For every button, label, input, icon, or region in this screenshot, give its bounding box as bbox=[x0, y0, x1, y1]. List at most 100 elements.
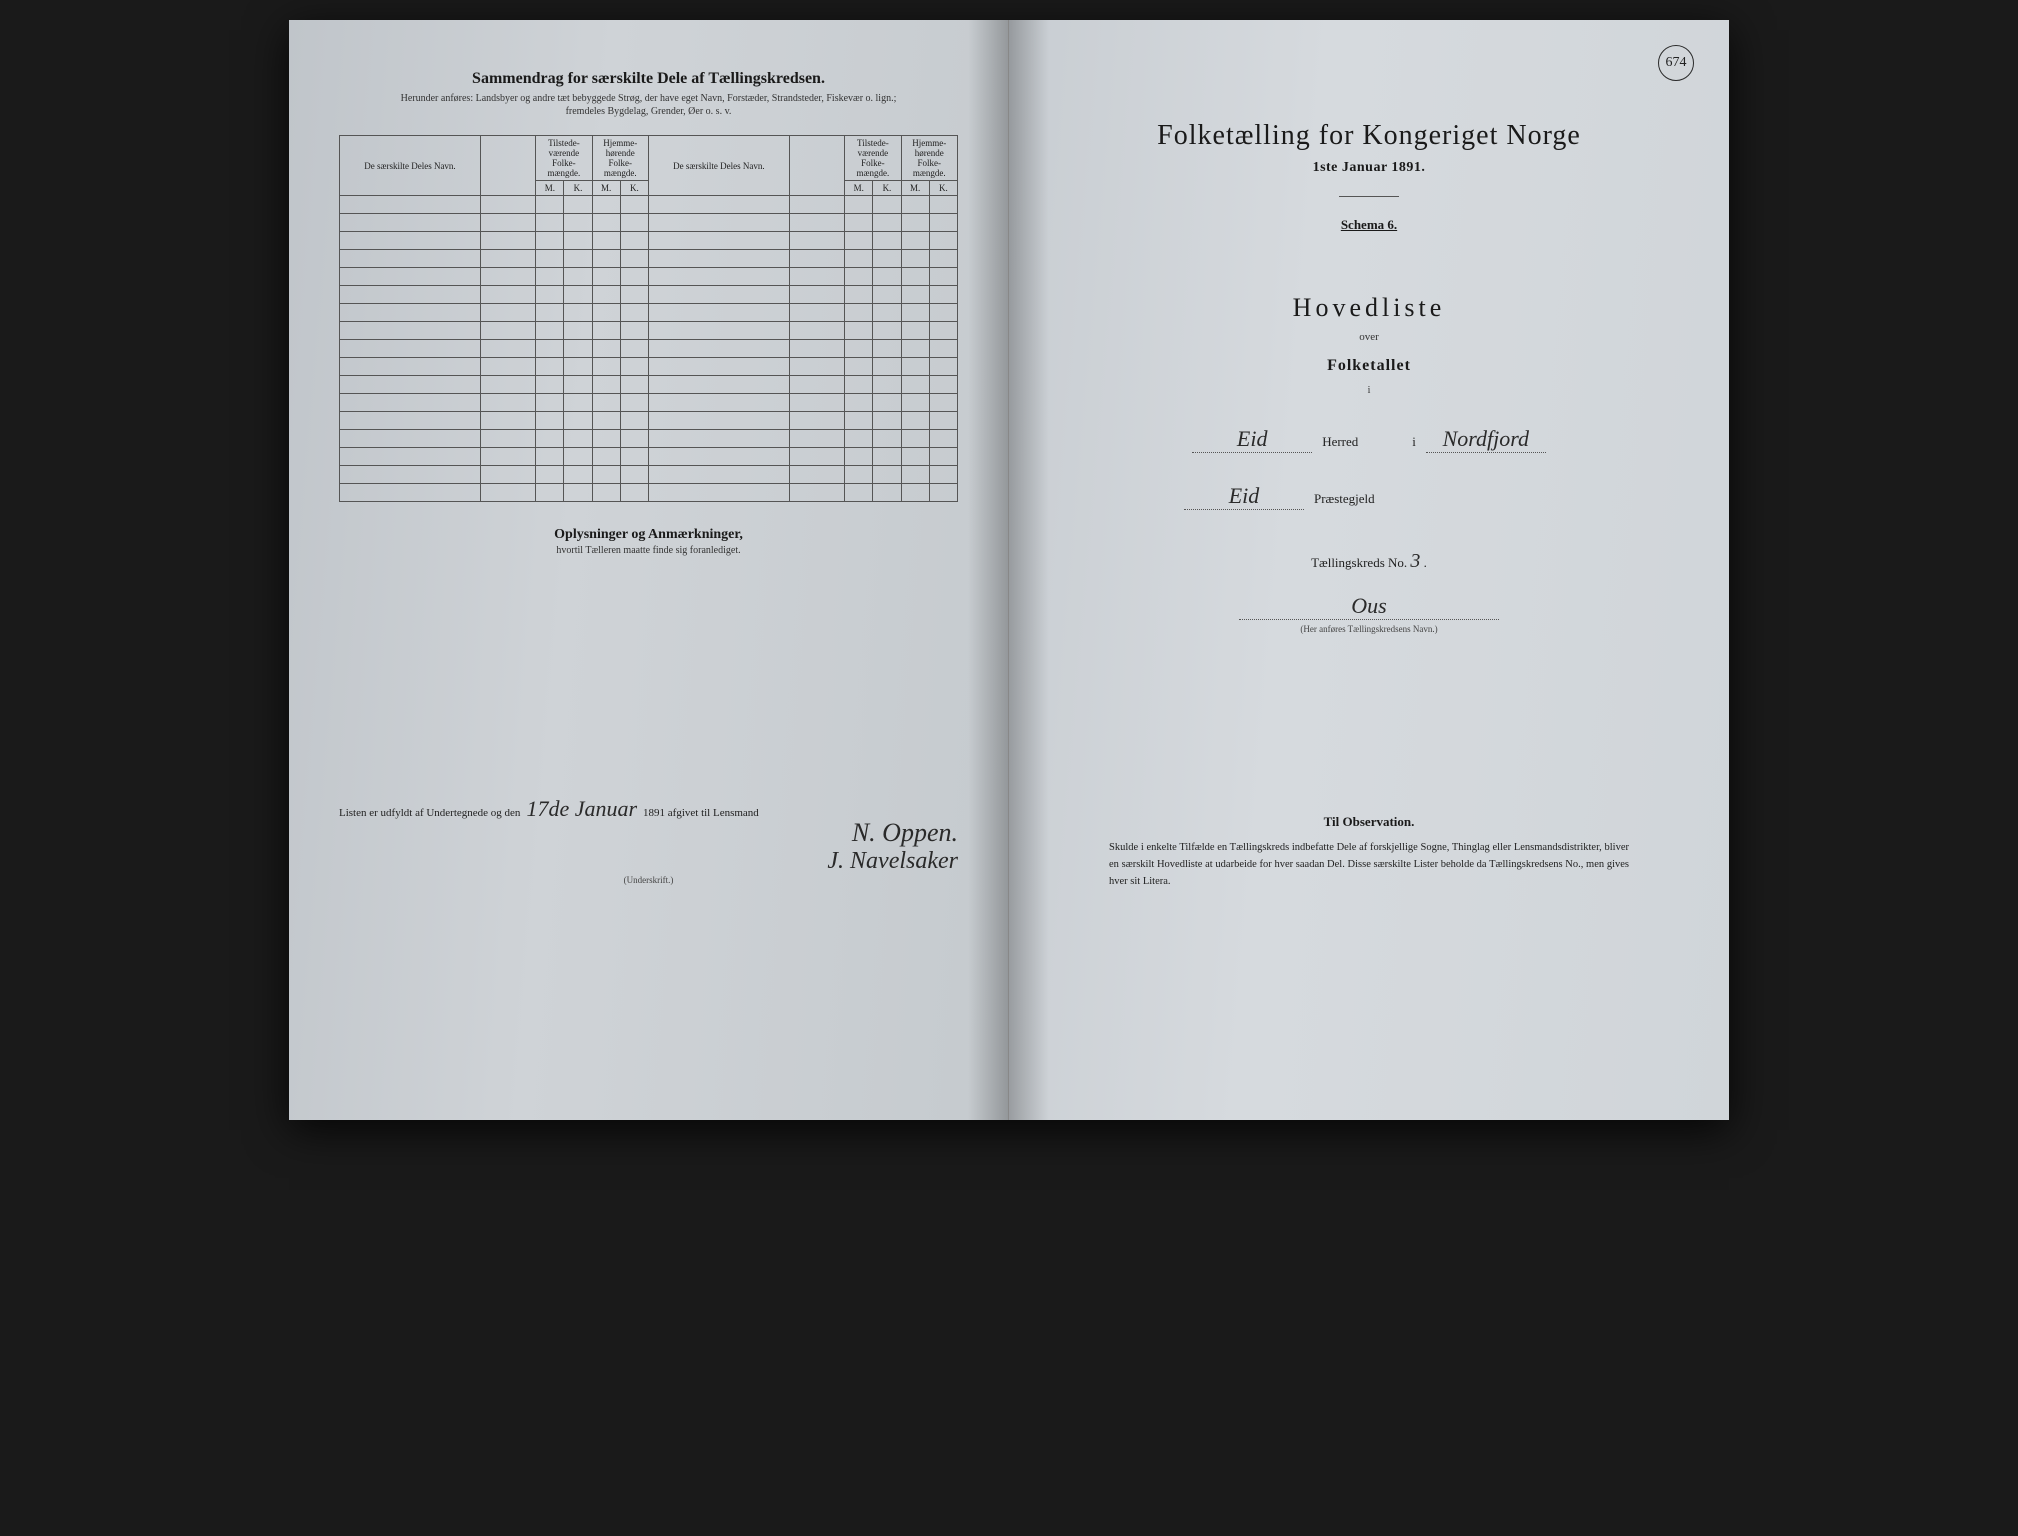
table-cell bbox=[873, 394, 901, 412]
sub-k: K. bbox=[873, 181, 901, 196]
table-cell bbox=[564, 214, 592, 232]
schema-label: Schema 6. bbox=[1099, 217, 1639, 233]
sub-m: M. bbox=[845, 181, 873, 196]
table-cell bbox=[929, 358, 957, 376]
table-cell bbox=[564, 484, 592, 502]
table-cell bbox=[901, 232, 929, 250]
summary-table: De særskilte Deles Navn. Tilstede- væren… bbox=[339, 135, 958, 502]
signature-label: (Underskrift.) bbox=[339, 875, 958, 885]
table-row bbox=[340, 304, 958, 322]
table-cell bbox=[592, 430, 620, 448]
sub-k: K. bbox=[929, 181, 957, 196]
table-cell bbox=[480, 376, 535, 394]
table-cell bbox=[564, 196, 592, 214]
table-cell bbox=[340, 484, 481, 502]
table-cell bbox=[845, 412, 873, 430]
table-cell bbox=[929, 196, 957, 214]
sub-k: K. bbox=[620, 181, 648, 196]
table-cell bbox=[480, 322, 535, 340]
table-cell bbox=[564, 412, 592, 430]
table-cell bbox=[901, 268, 929, 286]
table-row bbox=[340, 448, 958, 466]
table-row bbox=[340, 196, 958, 214]
table-cell bbox=[648, 214, 789, 232]
table-cell bbox=[480, 430, 535, 448]
table-cell bbox=[340, 376, 481, 394]
table-cell bbox=[845, 286, 873, 304]
kreds-label: Tællingskreds No. bbox=[1311, 555, 1407, 570]
table-cell bbox=[789, 376, 844, 394]
signature-names: N. Oppen. J. Navelsaker (Underskrift.) bbox=[339, 818, 958, 885]
divider bbox=[1339, 196, 1399, 197]
table-cell bbox=[845, 268, 873, 286]
herred-line: Eid Herred i Nordfjord bbox=[1099, 426, 1639, 453]
table-cell bbox=[620, 250, 648, 268]
table-cell bbox=[620, 232, 648, 250]
table-cell bbox=[564, 340, 592, 358]
table-cell bbox=[480, 232, 535, 250]
table-cell bbox=[789, 394, 844, 412]
table-cell bbox=[592, 340, 620, 358]
signature-name-1: N. Oppen. bbox=[339, 818, 958, 848]
left-page-title: Sammendrag for særskilte Dele af Tælling… bbox=[339, 70, 958, 88]
table-cell bbox=[480, 214, 535, 232]
table-cell bbox=[620, 340, 648, 358]
herred-label: Herred bbox=[1322, 434, 1402, 450]
hovedliste-title: Hovedliste bbox=[1099, 293, 1639, 323]
table-cell bbox=[480, 286, 535, 304]
table-cell bbox=[340, 250, 481, 268]
table-cell bbox=[564, 304, 592, 322]
table-row bbox=[340, 232, 958, 250]
table-row bbox=[340, 322, 958, 340]
table-cell bbox=[845, 466, 873, 484]
table-cell bbox=[480, 448, 535, 466]
prestegjeld-label: Præstegjeld bbox=[1314, 491, 1394, 507]
table-cell bbox=[340, 322, 481, 340]
table-cell bbox=[340, 394, 481, 412]
table-cell bbox=[536, 286, 564, 304]
table-cell bbox=[340, 430, 481, 448]
over-label: over bbox=[1099, 331, 1639, 343]
table-cell bbox=[648, 358, 789, 376]
table-cell bbox=[592, 376, 620, 394]
table-cell bbox=[536, 340, 564, 358]
table-cell bbox=[789, 268, 844, 286]
table-cell bbox=[648, 412, 789, 430]
table-cell bbox=[592, 268, 620, 286]
sub-m: M. bbox=[901, 181, 929, 196]
table-cell bbox=[873, 196, 901, 214]
table-cell bbox=[789, 466, 844, 484]
table-cell bbox=[620, 304, 648, 322]
table-cell bbox=[620, 286, 648, 304]
table-cell bbox=[536, 358, 564, 376]
table-cell bbox=[901, 484, 929, 502]
table-cell bbox=[789, 196, 844, 214]
table-cell bbox=[929, 214, 957, 232]
table-cell bbox=[536, 232, 564, 250]
col-hjemme-2: Hjemme- hørende Folke- mængde. bbox=[901, 136, 957, 181]
table-cell bbox=[620, 358, 648, 376]
table-cell bbox=[564, 466, 592, 484]
table-cell bbox=[929, 232, 957, 250]
table-cell bbox=[620, 394, 648, 412]
table-cell bbox=[536, 430, 564, 448]
table-row bbox=[340, 394, 958, 412]
summary-table-body bbox=[340, 196, 958, 502]
prestegjeld-line: Eid Præstegjeld bbox=[1099, 483, 1639, 510]
table-cell bbox=[592, 250, 620, 268]
table-cell bbox=[648, 340, 789, 358]
table-cell bbox=[620, 466, 648, 484]
table-cell bbox=[929, 412, 957, 430]
table-cell bbox=[340, 340, 481, 358]
table-cell bbox=[480, 358, 535, 376]
sub-m: M. bbox=[592, 181, 620, 196]
table-cell bbox=[901, 214, 929, 232]
table-row bbox=[340, 376, 958, 394]
table-cell bbox=[845, 322, 873, 340]
table-cell bbox=[592, 196, 620, 214]
table-cell bbox=[592, 394, 620, 412]
table-cell bbox=[620, 484, 648, 502]
table-cell bbox=[901, 322, 929, 340]
sub-m: M. bbox=[536, 181, 564, 196]
table-cell bbox=[592, 214, 620, 232]
